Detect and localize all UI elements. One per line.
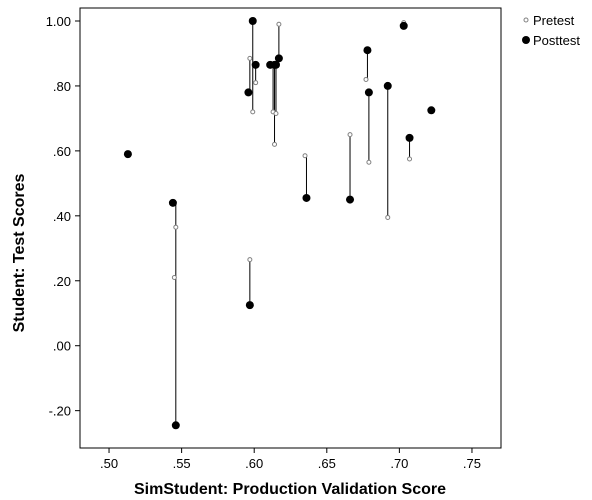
pretest-point-2 <box>247 257 253 263</box>
points-layer <box>123 16 436 430</box>
y-tick-label-0: -.20 <box>49 404 71 419</box>
posttest-point-13 <box>363 46 372 55</box>
posttest-point-10 <box>274 54 283 63</box>
posttest-point-12 <box>346 195 355 204</box>
posttest-point-5 <box>248 16 257 25</box>
pretest-point-3 <box>247 55 253 61</box>
y-tick-label-4: .60 <box>53 144 71 159</box>
legend-posttest-label: Posttest <box>533 33 580 48</box>
posttest-point-11 <box>302 193 311 202</box>
plot-frame <box>79 7 502 449</box>
pretest-point-12 <box>363 76 369 82</box>
legend-pretest-label: Pretest <box>533 13 575 28</box>
posttest-point-2 <box>171 421 180 430</box>
y-tick-label-1: .00 <box>53 339 71 354</box>
x-tick-label-1: .55 <box>173 456 191 471</box>
y-tick-label-3: .40 <box>53 209 71 224</box>
x-tick-label-0: .50 <box>100 456 118 471</box>
pretest-point-16 <box>407 156 413 162</box>
pretest-point-11 <box>347 132 353 138</box>
legend: Pretest Posttest <box>522 13 580 48</box>
x-tick-label-3: .65 <box>318 456 336 471</box>
x-tick-label-2: .60 <box>245 456 263 471</box>
posttest-point-4 <box>244 88 253 97</box>
x-axis-title: SimStudent: Production Validation Score <box>134 481 446 498</box>
posttest-point-17 <box>405 133 414 142</box>
pretest-point-1 <box>173 224 179 230</box>
pretest-point-10 <box>302 153 308 159</box>
y-tick-label-2: .20 <box>53 274 71 289</box>
pretest-point-14 <box>385 214 391 220</box>
posttest-point-9 <box>271 60 280 69</box>
posttest-point-14 <box>364 88 373 97</box>
links-layer <box>175 20 411 426</box>
pretest-point-9 <box>276 21 282 27</box>
pretest-point-13 <box>366 159 372 165</box>
pretest-point-7 <box>272 141 278 147</box>
pretest-point-0 <box>171 275 177 281</box>
pretest-point-4 <box>250 109 256 115</box>
posttest-point-15 <box>383 81 392 90</box>
posttest-point-1 <box>168 198 177 207</box>
posttest-point-3 <box>245 301 254 310</box>
posttest-point-18 <box>427 106 436 115</box>
x-axis: .50 .55 .60 .65 .70 .75 <box>100 448 481 471</box>
x-tick-label-5: .75 <box>463 456 481 471</box>
pretest-point-5 <box>253 80 259 86</box>
legend-pretest-marker <box>523 17 529 23</box>
posttest-point-0 <box>123 150 132 159</box>
y-axis: -.20 .00 .20 .40 .60 .80 1.00 <box>46 14 80 419</box>
y-tick-label-6: 1.00 <box>46 14 71 29</box>
posttest-point-16 <box>399 21 408 30</box>
pretest-point-8 <box>273 111 279 117</box>
y-tick-label-5: .80 <box>53 79 71 94</box>
posttest-point-6 <box>251 60 260 69</box>
y-axis-title: Student: Test Scores <box>11 173 28 332</box>
legend-posttest-marker <box>522 36 530 44</box>
x-tick-label-4: .70 <box>390 456 408 471</box>
